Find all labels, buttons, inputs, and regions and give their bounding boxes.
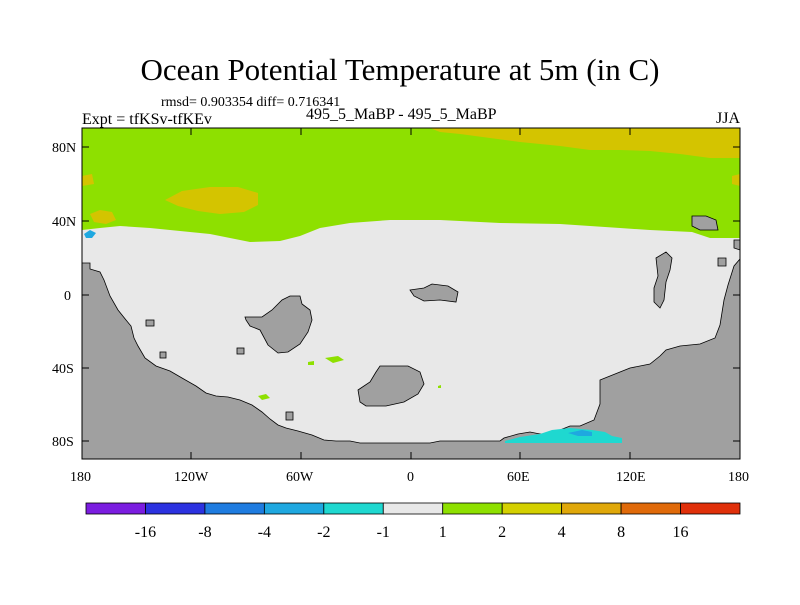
y-tick-0: 0 <box>64 289 71 304</box>
colorbar-label: -2 <box>317 524 330 541</box>
central-land-west <box>244 295 313 354</box>
colorbar-label: -4 <box>258 524 271 541</box>
x-tick-120e: 120E <box>616 470 646 485</box>
east-island-2 <box>691 215 719 231</box>
south-cyan-anomaly <box>505 428 622 443</box>
colorbar-swatch <box>145 502 206 515</box>
green-speck-4 <box>438 385 441 388</box>
rmsd-diff-stats: rmsd= 0.903354 diff= 0.716341 <box>161 95 341 110</box>
y-tick-80n: 80N <box>52 141 76 156</box>
colorbar-label: -16 <box>135 524 156 541</box>
small-island-1 <box>145 319 155 327</box>
green-speck-2 <box>258 394 270 400</box>
colorbar-label: -8 <box>198 524 211 541</box>
colorbar-swatch <box>382 502 444 515</box>
small-island-2 <box>236 347 245 355</box>
small-cyan-blob <box>84 230 96 238</box>
east-island-4 <box>717 257 727 267</box>
y-tick-40n: 40N <box>52 215 76 230</box>
colorbar-swatch <box>501 502 563 515</box>
colorbar-label: 16 <box>673 524 689 541</box>
small-island-4 <box>285 411 294 421</box>
season-label: JJA <box>716 110 741 127</box>
colorbar-label: -1 <box>377 524 390 541</box>
x-tick-60w: 60W <box>286 470 314 485</box>
colorbar-label: 4 <box>558 524 566 541</box>
east-edge-yellow-patch <box>732 174 740 186</box>
colorbar-label: 2 <box>498 524 506 541</box>
green-speck-3 <box>308 361 314 365</box>
west-edge-yellow-patch <box>82 174 94 186</box>
x-axis: 180 120W 60W 0 60E 120E 180 <box>70 128 749 485</box>
east-island-3 <box>733 239 741 251</box>
figure-title: Ocean Potential Temperature at 5m (in C) <box>140 52 660 87</box>
southern-continent-land <box>81 257 741 460</box>
x-tick-60e: 60E <box>507 470 530 485</box>
colorbar-swatch <box>561 502 622 515</box>
colorbar-label: 8 <box>617 524 625 541</box>
experiment-label: Expt = tfKSv-tfKEv <box>82 111 212 128</box>
central-land-middle <box>357 365 425 407</box>
north-green-region <box>82 128 740 242</box>
green-speck-1 <box>325 356 344 363</box>
colorbar-swatch <box>263 502 325 515</box>
colorbar-swatch <box>620 502 681 515</box>
colorbar-swatch <box>323 502 384 515</box>
small-island-3 <box>159 351 167 359</box>
south-blue-core <box>568 430 592 436</box>
y-axis: 80N 40N 0 40S 80S <box>52 141 740 450</box>
east-island-1 <box>653 251 673 309</box>
x-tick-180-west: 180 <box>70 470 91 485</box>
colorbar-swatch <box>442 502 503 515</box>
colorbar-label: 1 <box>439 524 447 541</box>
central-land-north <box>409 283 459 303</box>
x-tick-0: 0 <box>407 470 414 485</box>
west-yellow-patch <box>90 210 116 224</box>
colorbar-swatch <box>204 502 265 515</box>
comparison-label: 495_5_MaBP - 495_5_MaBP <box>306 106 497 123</box>
y-tick-40s: 40S <box>52 362 74 377</box>
colorbar-swatch <box>85 502 146 515</box>
x-tick-180-east: 180 <box>728 470 749 485</box>
colorbar: -16 -8 -4 -2 -1 1 2 4 8 16 <box>85 502 741 541</box>
x-tick-120w: 120W <box>174 470 209 485</box>
colorbar-swatch <box>680 502 741 515</box>
y-tick-80s: 80S <box>52 435 74 450</box>
north-yellow-band <box>430 128 740 158</box>
north-atlantic-yellow-patch <box>165 187 258 214</box>
